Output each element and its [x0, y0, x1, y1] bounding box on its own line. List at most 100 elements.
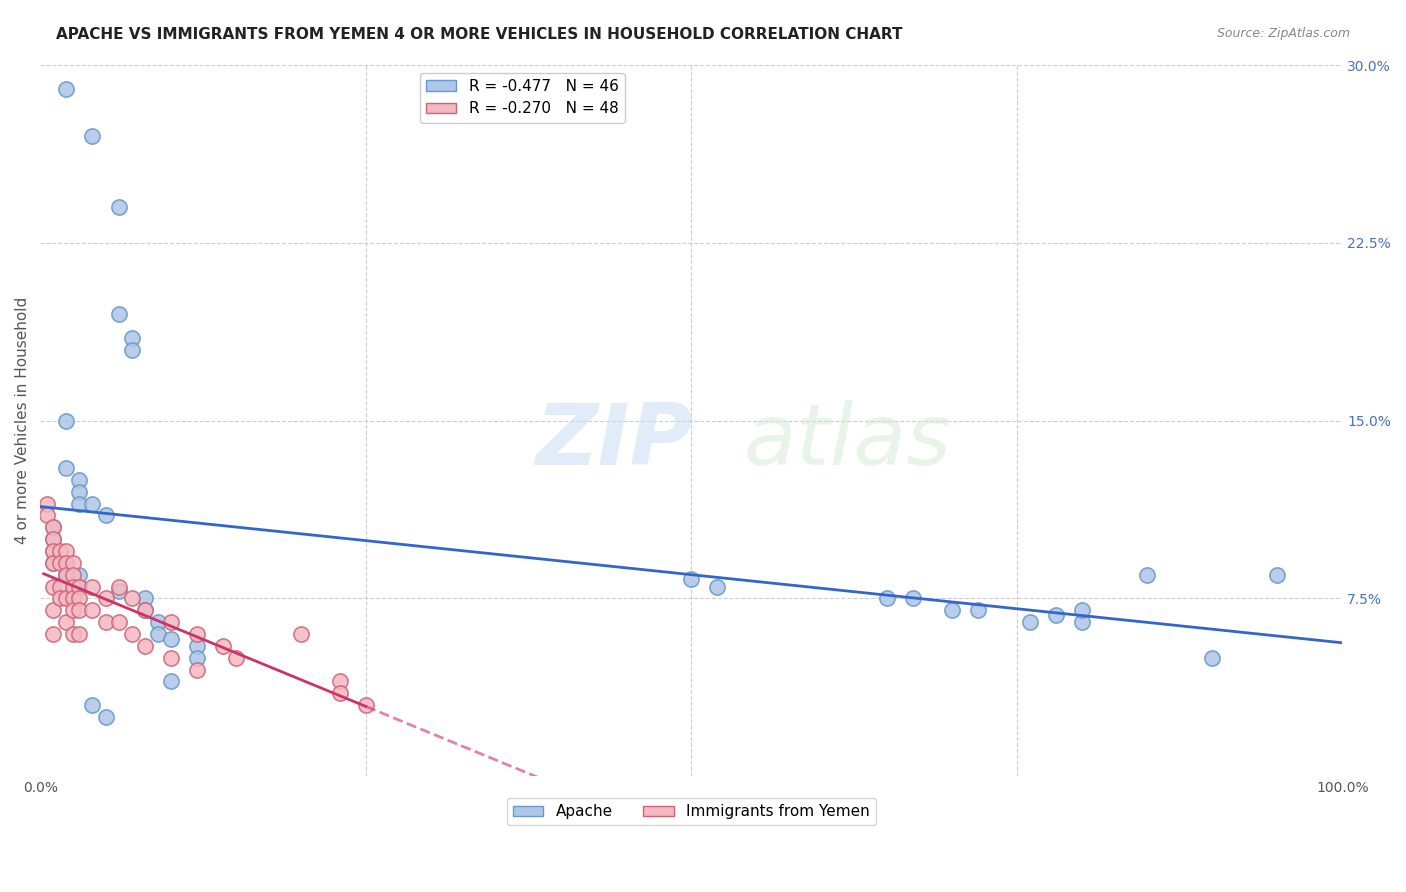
Apache — [1136, 567, 1159, 582]
Apache — [941, 603, 963, 617]
Apache — [901, 591, 924, 606]
Immigrants from Yemen — [159, 615, 181, 629]
Apache — [134, 603, 156, 617]
Immigrants from Yemen — [82, 580, 104, 594]
Apache — [107, 584, 129, 599]
Apache — [121, 331, 143, 345]
Immigrants from Yemen — [69, 603, 91, 617]
Apache — [121, 343, 143, 357]
Apache — [1018, 615, 1040, 629]
Apache — [94, 508, 117, 523]
Immigrants from Yemen — [69, 627, 91, 641]
Immigrants from Yemen — [107, 615, 129, 629]
Apache — [69, 580, 91, 594]
Apache — [107, 307, 129, 321]
Immigrants from Yemen — [69, 591, 91, 606]
Immigrants from Yemen — [354, 698, 377, 712]
Immigrants from Yemen — [134, 639, 156, 653]
Apache — [1045, 607, 1067, 622]
Apache — [1070, 603, 1092, 617]
Immigrants from Yemen — [290, 627, 312, 641]
Immigrants from Yemen — [49, 556, 72, 570]
Apache — [82, 129, 104, 144]
Y-axis label: 4 or more Vehicles in Household: 4 or more Vehicles in Household — [15, 297, 30, 544]
Apache — [107, 200, 129, 214]
Immigrants from Yemen — [159, 650, 181, 665]
Immigrants from Yemen — [62, 567, 84, 582]
Text: APACHE VS IMMIGRANTS FROM YEMEN 4 OR MORE VEHICLES IN HOUSEHOLD CORRELATION CHAR: APACHE VS IMMIGRANTS FROM YEMEN 4 OR MOR… — [56, 27, 903, 42]
Immigrants from Yemen — [225, 650, 247, 665]
Apache — [681, 573, 703, 587]
Apache — [82, 497, 104, 511]
Immigrants from Yemen — [35, 497, 58, 511]
Immigrants from Yemen — [55, 544, 77, 558]
Apache — [42, 544, 65, 558]
Apache — [146, 627, 169, 641]
Apache — [69, 567, 91, 582]
Apache — [55, 567, 77, 582]
Immigrants from Yemen — [62, 580, 84, 594]
Immigrants from Yemen — [62, 556, 84, 570]
Immigrants from Yemen — [42, 532, 65, 546]
Immigrants from Yemen — [49, 591, 72, 606]
Immigrants from Yemen — [55, 556, 77, 570]
Immigrants from Yemen — [42, 580, 65, 594]
Immigrants from Yemen — [107, 580, 129, 594]
Immigrants from Yemen — [69, 580, 91, 594]
Apache — [55, 567, 77, 582]
Legend: Apache, Immigrants from Yemen: Apache, Immigrants from Yemen — [506, 798, 876, 825]
Immigrants from Yemen — [55, 591, 77, 606]
Apache — [55, 82, 77, 96]
Immigrants from Yemen — [62, 591, 84, 606]
Apache — [966, 603, 988, 617]
Immigrants from Yemen — [42, 520, 65, 534]
Apache — [706, 580, 728, 594]
Immigrants from Yemen — [55, 567, 77, 582]
Apache — [42, 520, 65, 534]
Immigrants from Yemen — [94, 615, 117, 629]
Immigrants from Yemen — [55, 615, 77, 629]
Text: ZIP: ZIP — [536, 401, 693, 483]
Text: Source: ZipAtlas.com: Source: ZipAtlas.com — [1216, 27, 1350, 40]
Apache — [186, 650, 208, 665]
Immigrants from Yemen — [82, 603, 104, 617]
Apache — [42, 556, 65, 570]
Apache — [146, 615, 169, 629]
Immigrants from Yemen — [329, 686, 352, 700]
Immigrants from Yemen — [49, 544, 72, 558]
Immigrants from Yemen — [35, 508, 58, 523]
Apache — [69, 497, 91, 511]
Apache — [55, 461, 77, 475]
Immigrants from Yemen — [329, 674, 352, 689]
Apache — [159, 674, 181, 689]
Apache — [186, 639, 208, 653]
Immigrants from Yemen — [94, 591, 117, 606]
Apache — [82, 698, 104, 712]
Immigrants from Yemen — [42, 627, 65, 641]
Apache — [42, 532, 65, 546]
Immigrants from Yemen — [49, 580, 72, 594]
Apache — [1265, 567, 1288, 582]
Apache — [55, 556, 77, 570]
Immigrants from Yemen — [186, 663, 208, 677]
Immigrants from Yemen — [42, 556, 65, 570]
Apache — [69, 473, 91, 487]
Apache — [1070, 615, 1092, 629]
Apache — [159, 632, 181, 646]
Immigrants from Yemen — [134, 603, 156, 617]
Immigrants from Yemen — [42, 603, 65, 617]
Immigrants from Yemen — [211, 639, 233, 653]
Apache — [55, 414, 77, 428]
Text: atlas: atlas — [744, 401, 952, 483]
Immigrants from Yemen — [62, 627, 84, 641]
Immigrants from Yemen — [62, 603, 84, 617]
Immigrants from Yemen — [121, 591, 143, 606]
Apache — [134, 591, 156, 606]
Apache — [876, 591, 898, 606]
Apache — [1201, 650, 1223, 665]
Immigrants from Yemen — [186, 627, 208, 641]
Immigrants from Yemen — [42, 544, 65, 558]
Apache — [94, 710, 117, 724]
Immigrants from Yemen — [121, 627, 143, 641]
Apache — [69, 484, 91, 499]
